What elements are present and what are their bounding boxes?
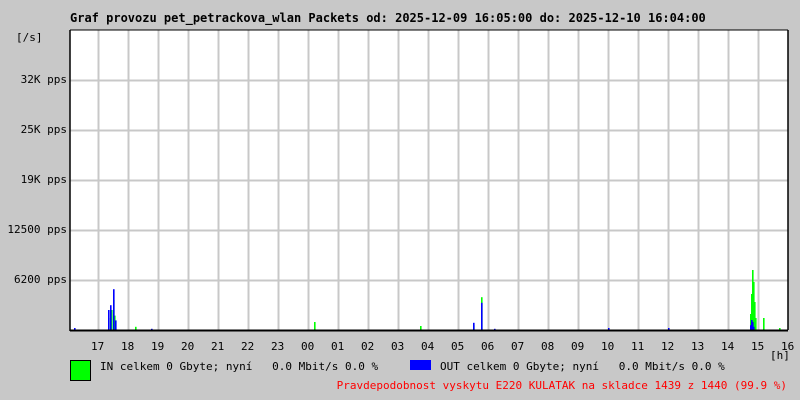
x-tick-label: 16: [781, 340, 795, 353]
x-tick-label: 01: [331, 340, 345, 353]
data-bar-in: [753, 282, 755, 330]
data-bar-out: [608, 328, 610, 330]
data-bar-in: [111, 310, 113, 330]
x-tick-label: 23: [271, 340, 285, 353]
x-tick-label: 22: [241, 340, 255, 353]
data-bar-out: [668, 328, 670, 330]
x-tick-label: 13: [691, 340, 705, 353]
y-tick-label: 25K pps: [20, 123, 67, 136]
x-tick-label: 15: [751, 340, 765, 353]
x-tick-label: 08: [541, 340, 555, 353]
data-bar-in: [763, 318, 765, 330]
x-tick-label: 11: [631, 340, 645, 353]
data-bar-in: [135, 326, 137, 330]
data-bar-in: [314, 322, 316, 330]
data-bar-out: [110, 305, 112, 330]
data-bar-in: [751, 294, 753, 330]
data-bar-out: [113, 289, 115, 330]
x-tick-label: 07: [511, 340, 525, 353]
x-tick-label: 10: [601, 340, 615, 353]
data-bar-out: [151, 328, 153, 330]
x-tick-label: 21: [211, 340, 225, 353]
data-bar-out: [750, 325, 752, 330]
x-tick-label: 04: [421, 340, 435, 353]
legend-out-text: OUT celkem 0 Gbyte; nyní 0.0 Mbit/s 0.0 …: [440, 360, 725, 373]
data-bar-in: [754, 302, 756, 330]
availability-note: Pravdepodobnost vyskytu E220 KULATAK na …: [336, 379, 787, 392]
x-tick-label: 06: [481, 340, 495, 353]
data-bar-out: [752, 322, 754, 330]
y-axis-unit: [/s]: [16, 31, 43, 44]
data-bar-out: [751, 320, 753, 330]
x-axis-unit: [h]: [770, 349, 790, 362]
data-bar-out: [74, 328, 76, 330]
y-tick-label: 19K pps: [20, 173, 67, 186]
x-tick-label: 05: [451, 340, 465, 353]
x-tick-label: 19: [151, 340, 165, 353]
x-tick-label: 09: [571, 340, 585, 353]
legend-out-swatch: [410, 360, 431, 370]
x-tick-label: 02: [361, 340, 375, 353]
data-bar-in: [755, 318, 757, 330]
data-bar-in: [779, 328, 781, 330]
x-tick-label: 14: [721, 340, 735, 353]
data-bar-out: [473, 322, 475, 330]
x-tick-label: 20: [181, 340, 195, 353]
data-bar-out: [115, 320, 117, 330]
legend-in-text: IN celkem 0 Gbyte; nyní 0.0 Mbit/s 0.0 %: [100, 360, 379, 373]
data-bar-out: [108, 310, 110, 330]
data-bar-in: [752, 270, 754, 330]
legend-in-swatch: [70, 360, 91, 381]
data-bar-in: [420, 326, 422, 330]
data-bar-out: [481, 302, 483, 330]
chart-title: Graf provozu pet_petrackova_wlan Packets…: [70, 11, 706, 25]
y-tick-label: 32K pps: [20, 73, 67, 86]
x-tick-label: 17: [91, 340, 105, 353]
data-bar-out: [494, 328, 496, 330]
x-tick-label: 18: [121, 340, 135, 353]
data-bar-in: [114, 315, 116, 330]
y-tick-label: 6200 pps: [14, 273, 67, 286]
data-bar-out: [753, 326, 755, 330]
x-tick-label: 03: [391, 340, 405, 353]
data-bar-in: [750, 314, 752, 330]
x-tick-label: 00: [301, 340, 315, 353]
y-tick-label: 12500 pps: [7, 223, 67, 236]
x-tick-label: 12: [661, 340, 675, 353]
